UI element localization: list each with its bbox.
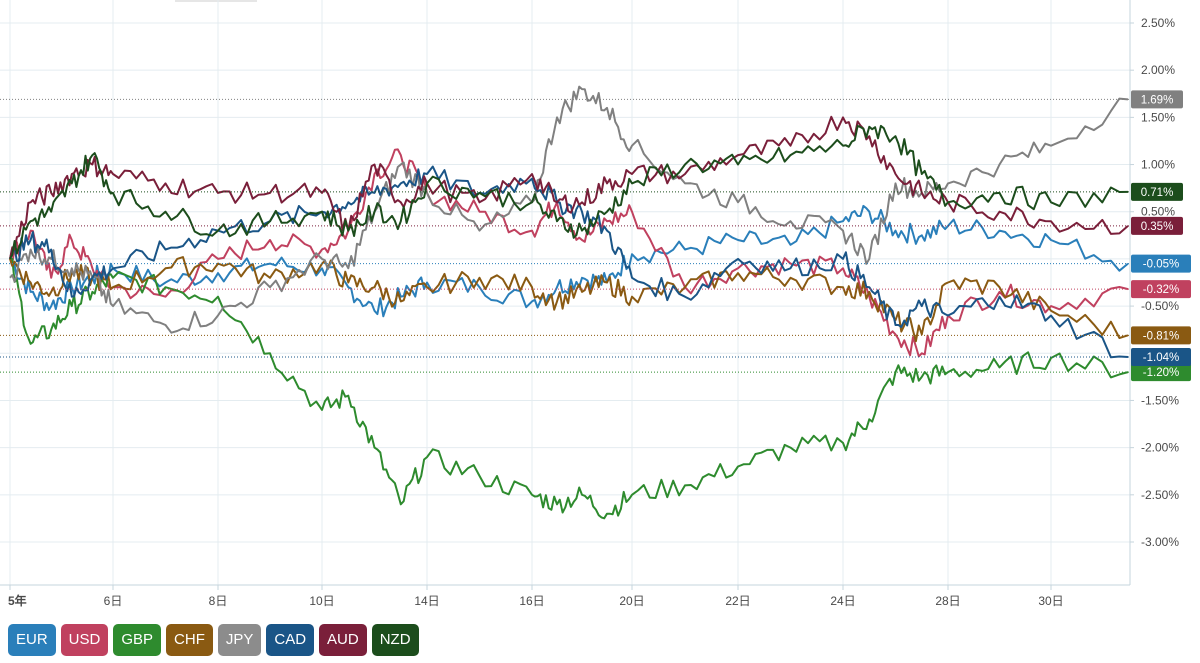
last-value-tag-gbp [1131,363,1191,382]
last-value-tag-eur [1131,254,1191,273]
last-value-tag-cad [1131,348,1191,367]
series-lines [9,85,1129,520]
x-tick-label: 10日 [309,594,334,608]
last-value-label-gbp: -1.20% [1143,367,1179,379]
legend: EUR USD GBP CHF JPY CAD AUD NZD [8,624,419,656]
series-line-gbp [9,257,1129,520]
y-tick-label: -2.50% [1141,488,1179,502]
legend-chip-usd[interactable]: USD [60,624,109,656]
y-tick-label: 2.50% [1141,16,1175,30]
x-tick-label: 22日 [725,594,750,608]
last-value-label-jpy: 1.69% [1141,94,1174,106]
last-value-tag-aud [1131,216,1183,235]
x-tick-label: 30日 [1038,594,1063,608]
legend-chip-aud[interactable]: AUD [319,624,367,656]
y-axis-ticks: 2.50% 2.00% 1.50% 1.00% 0.50% -0.50% -1.50% -2.… [1130,16,1179,549]
y-tick-label: -3.00% [1141,535,1179,549]
y-tick-label: 1.50% [1141,110,1175,124]
grid [0,0,1130,585]
legend-chip-gbp[interactable]: GBP [113,624,162,656]
y-tick-label: -2.00% [1141,441,1179,455]
x-tick-label: 16日 [519,594,544,608]
last-value-label-usd: -0.32% [1143,284,1179,296]
x-tick-label: 6日 [104,594,123,608]
y-tick-label: -1.50% [1141,393,1179,407]
currency-performance-chart: 2.50% 2.00% 1.50% 1.00% 0.50% -0.50% -1.50% -2.… [0,0,1191,608]
x-tick-label: 24日 [830,594,855,608]
x-axis-ticks: 5年 6日 8日 10日 14日 16日 20日 22日 24日 28日 30日 [8,585,1064,608]
last-value-label-aud: 0.35% [1141,221,1174,233]
top-toolbar-stub [175,0,257,2]
x-tick-label: 28日 [935,594,960,608]
series-line-nzd [9,124,1129,260]
last-value-label-chf: -0.81% [1143,330,1179,342]
y-tick-label: 2.00% [1141,63,1175,77]
last-value-label-nzd: 0.71% [1141,187,1174,199]
last-value-tag-jpy [1131,90,1183,109]
last-value-tag-usd [1131,280,1191,299]
y-tick-label: -0.50% [1141,299,1179,313]
last-value-reference-lines [0,98,1130,373]
last-value-label-cad: -1.04% [1143,352,1179,364]
series-line-chf [9,256,1129,343]
x-tick-label: 8日 [209,594,228,608]
legend-chip-jpy[interactable]: JPY [217,624,262,656]
legend-chip-chf[interactable]: CHF [166,624,213,656]
last-value-tag-nzd [1131,182,1183,201]
legend-chip-cad[interactable]: CAD [266,624,315,656]
legend-chip-nzd[interactable]: NZD [371,624,419,656]
last-value-label-eur: -0.05% [1143,259,1179,271]
legend-chip-eur[interactable]: EUR [8,624,56,656]
x-tick-label: 14日 [414,594,439,608]
x-tick-label: 20日 [619,594,644,608]
last-value-tag-chf [1131,326,1191,345]
series-line-aud [9,115,1129,260]
y-tick-label: 0.50% [1141,205,1175,219]
y-tick-label: 1.00% [1141,158,1175,172]
series-line-usd [9,148,1129,358]
last-value-tags: -0.05% -0.32% -1.20% -0.81% 1.69% -1.04% 0.35%… [1131,90,1191,382]
x-tick-label: 5年 [8,593,27,608]
series-line-cad [9,165,1129,359]
